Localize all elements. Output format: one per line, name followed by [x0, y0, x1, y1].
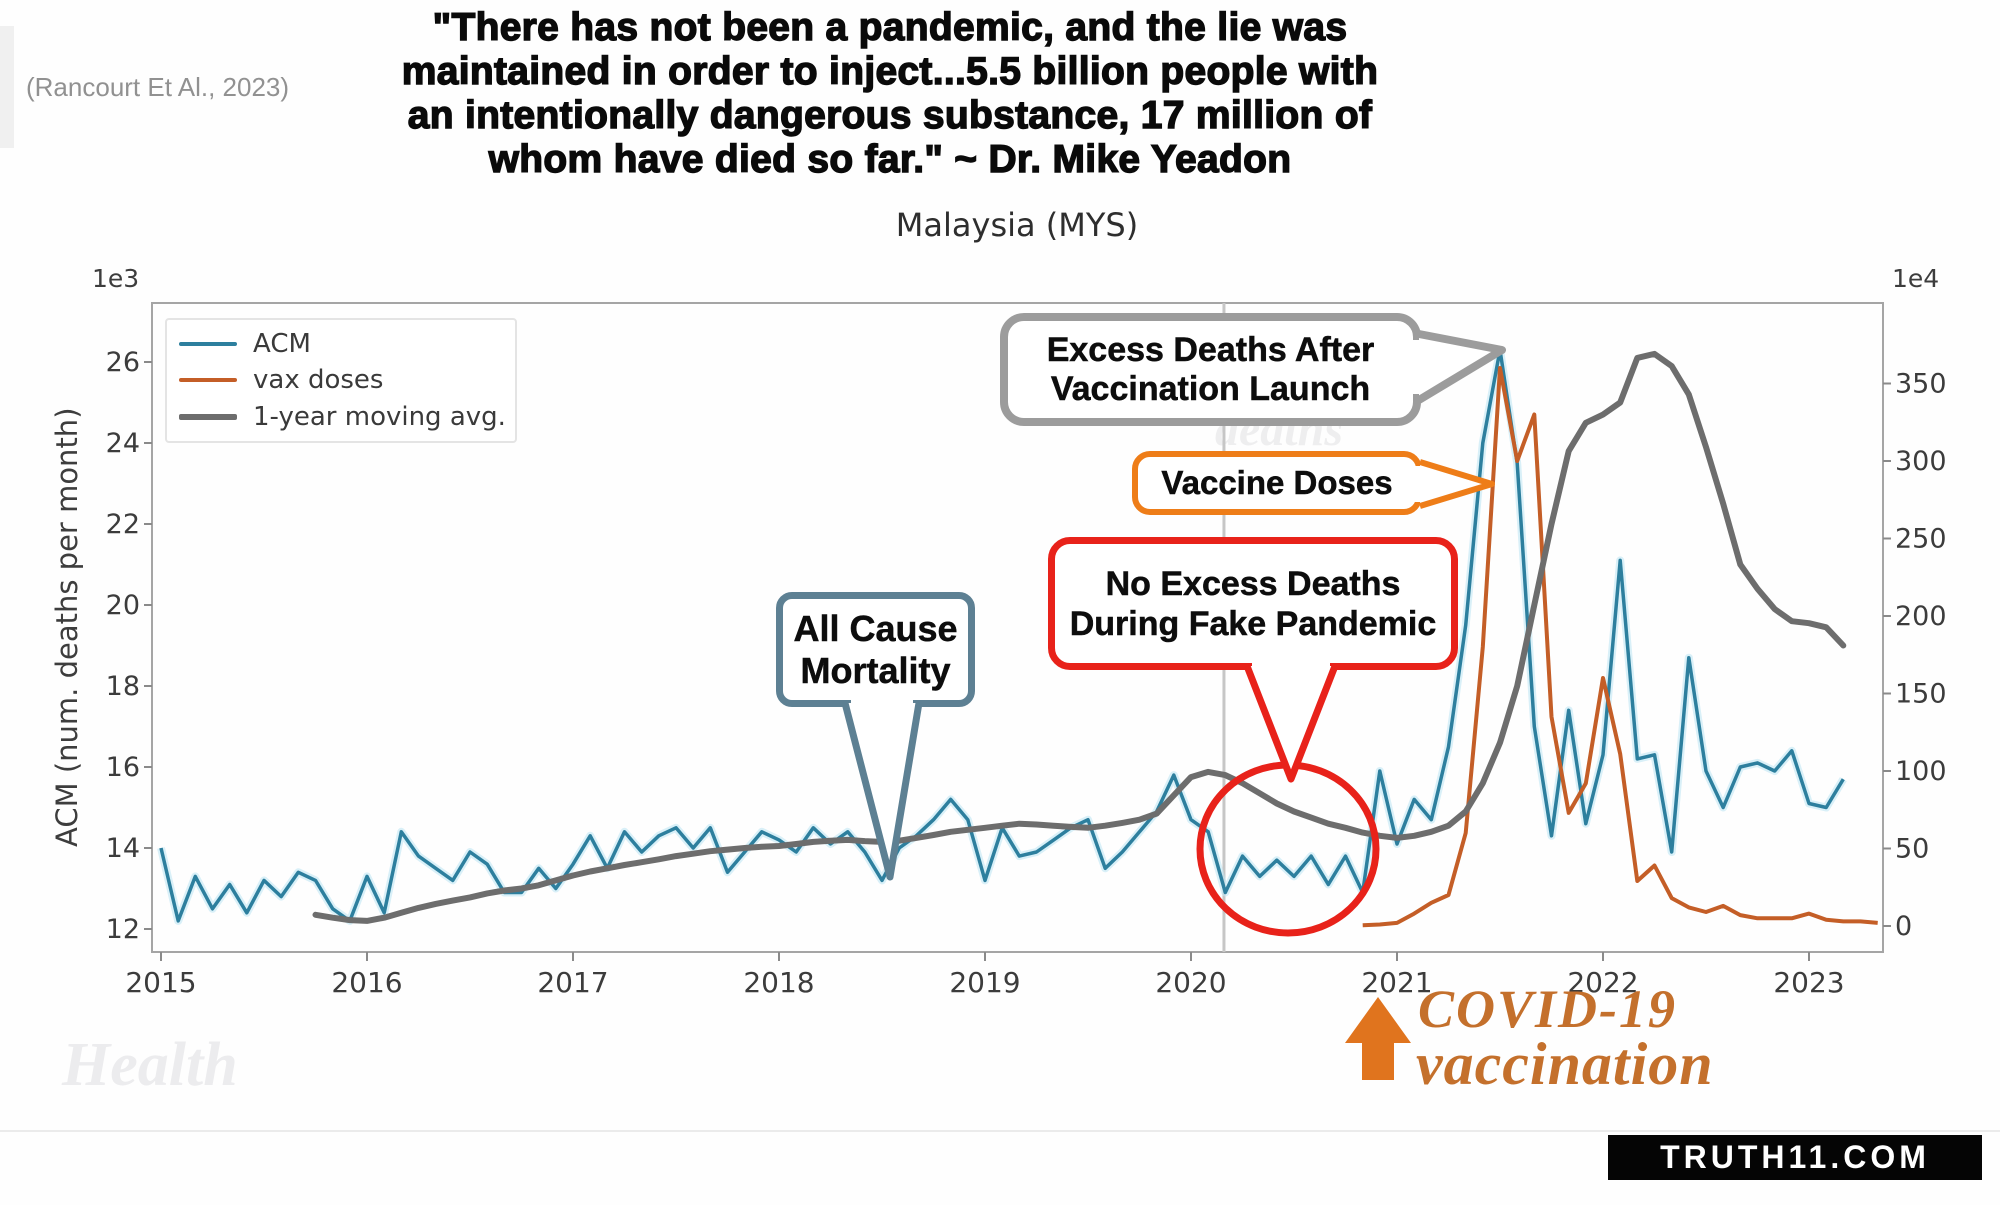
x-tick-label: 2018 [743, 966, 814, 999]
legend-label: ACM [253, 329, 311, 360]
covid-vaccination-label-line2: vaccination [1416, 1031, 1714, 1097]
acm-pointer [841, 702, 923, 881]
callout-excess-line2: Vaccination Launch [1050, 369, 1371, 408]
x-tick-label: 2023 [1773, 966, 1844, 999]
quote-line-2: maintained in order to inject...5.5 bill… [401, 49, 1379, 93]
legend-item: 1-year moving avg. [179, 402, 515, 432]
left-tick-label: 24 [106, 428, 140, 459]
callout-all-cause-mortality: All Cause Mortality [776, 592, 975, 707]
left-axis-multiplier: 1e3 [92, 264, 140, 293]
excess-pointer [1416, 330, 1506, 404]
no-excess-circle [1196, 761, 1380, 937]
truth11-brand-badge: TRUTH11.COM [1608, 1135, 1982, 1180]
callout-acm-line2: Mortality [800, 649, 951, 691]
scan-artifact [0, 26, 14, 148]
covid-vaccination-label-line1: COVID-19 [1418, 979, 1678, 1039]
quote-line-4: whom have died so far." ~ Dr. Mike Yeado… [488, 137, 1292, 181]
legend-label: 1-year moving avg. [253, 401, 506, 432]
x-tick-label: 2016 [331, 966, 402, 999]
callout-acm-line1: All Cause [793, 607, 958, 649]
right-tick-label: 350 [1895, 369, 1947, 400]
covid-up-arrow-icon [1345, 997, 1411, 1080]
chart-legend: ACM vax doses 1-year moving avg. [165, 318, 517, 443]
x-tick-label: 2015 [125, 966, 196, 999]
left-tick-label: 16 [106, 752, 140, 783]
left-tick-label: 14 [106, 833, 140, 864]
left-tick-label: 18 [106, 671, 140, 702]
right-axis-multiplier: 1e4 [1892, 264, 1940, 293]
callout-noexcess-line2: During Fake Pandemic [1069, 604, 1437, 643]
y-axis-label: ACM (num. deaths per month) [50, 407, 84, 848]
no-excess-pointer [1243, 664, 1339, 783]
left-tick-label: 12 [106, 914, 140, 945]
left-tick-label: 26 [106, 347, 140, 378]
right-tick-label: 250 [1895, 524, 1947, 555]
right-tick-label: 0 [1895, 911, 1912, 942]
health-watermark: Health [62, 1031, 238, 1099]
quote-line-3: an intentionally dangerous substance, 17… [407, 93, 1373, 137]
left-tick-label: 22 [106, 509, 140, 540]
legend-line-sample [179, 378, 237, 383]
divider-line [0, 1130, 2000, 1132]
vaccine-pointer [1419, 459, 1495, 509]
right-tick-label: 100 [1895, 756, 1947, 787]
legend-item: vax doses [179, 365, 515, 395]
callout-noexcess-line1: No Excess Deaths [1105, 564, 1401, 603]
quote-block: "There has not been a pandemic, and the … [40, 5, 1740, 182]
chart-title: Malaysia (MYS) [895, 206, 1139, 244]
legend-line-sample [179, 342, 237, 347]
callout-vaccine-label: Vaccine Doses [1161, 464, 1393, 502]
callout-excess-line1: Excess Deaths After [1046, 330, 1375, 369]
x-tick-label: 2020 [1155, 966, 1226, 999]
legend-label: vax doses [253, 365, 384, 396]
quote-line-1: "There has not been a pandemic, and the … [432, 5, 1348, 49]
legend-item: ACM [179, 329, 515, 359]
right-tick-label: 200 [1895, 601, 1947, 632]
right-tick-label: 50 [1895, 834, 1929, 865]
legend-line-sample [179, 413, 237, 420]
right-tick-label: 300 [1895, 446, 1947, 477]
right-tick-label: 150 [1895, 679, 1947, 710]
callout-no-excess-deaths: No Excess Deaths During Fake Pandemic [1048, 537, 1458, 670]
x-tick-label: 2017 [537, 966, 608, 999]
callout-excess-deaths: Excess Deaths After Vaccination Launch [1000, 313, 1421, 426]
x-tick-label: 2019 [949, 966, 1020, 999]
left-tick-label: 20 [106, 590, 140, 621]
citation-label: (Rancourt Et Al., 2023) [26, 72, 290, 102]
callout-vaccine-doses: Vaccine Doses [1132, 451, 1422, 515]
